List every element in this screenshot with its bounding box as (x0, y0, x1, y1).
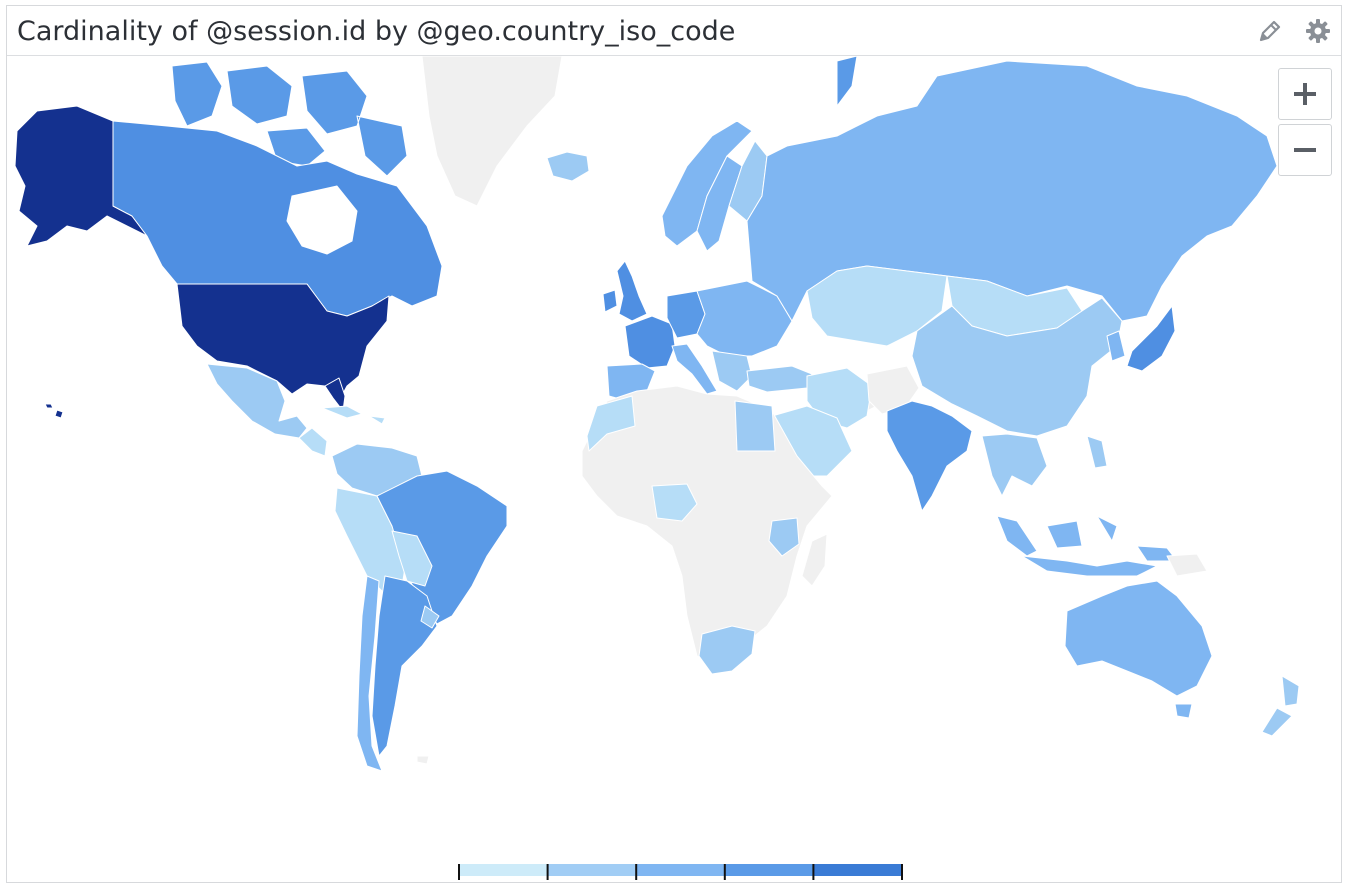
region-china[interactable] (911, 297, 1123, 437)
widget-title: Cardinality of @session.id by @geo.count… (17, 16, 736, 47)
region-florida[interactable] (324, 377, 346, 412)
region-alaska[interactable] (14, 105, 148, 247)
region-kenya[interactable] (768, 517, 800, 557)
legend-band (547, 864, 637, 876)
region-morocco[interactable] (586, 395, 636, 452)
region-new-zealand[interactable] (1261, 675, 1300, 737)
region-hawaii[interactable] (44, 403, 64, 419)
legend-band (813, 864, 902, 876)
map-widget: Cardinality of @session.id by @geo.count… (6, 5, 1342, 883)
region-southeast-asia[interactable] (981, 433, 1048, 497)
region-mexico[interactable] (206, 363, 308, 439)
region-madagascar[interactable] (801, 533, 828, 587)
hudson-bay (286, 185, 358, 255)
region-indonesia[interactable] (1021, 515, 1178, 577)
region-kazakhstan[interactable] (806, 265, 948, 347)
world-map-svg (14, 56, 1300, 772)
region-falklands[interactable] (416, 755, 430, 765)
pencil-icon[interactable] (1257, 18, 1283, 44)
color-legend: 0193052K5K12K (458, 864, 903, 880)
legend-band (724, 864, 814, 876)
region-central-america[interactable] (298, 427, 328, 457)
world-map[interactable]: 0193052K5K12K (7, 56, 1341, 882)
region-iceland[interactable] (546, 151, 590, 182)
region-chile[interactable] (356, 575, 383, 772)
widget-header: Cardinality of @session.id by @geo.count… (7, 6, 1341, 56)
region-bolivia[interactable] (391, 530, 433, 587)
region-canada-islands[interactable] (171, 56, 858, 177)
region-united-kingdom[interactable] (616, 260, 648, 322)
region-uruguay[interactable] (420, 605, 440, 629)
region-ireland[interactable] (602, 289, 618, 313)
region-philippines[interactable] (1086, 435, 1108, 469)
region-caribbean[interactable] (321, 405, 386, 425)
region-argentina[interactable] (371, 575, 438, 757)
region-japan[interactable] (1126, 305, 1176, 372)
region-india[interactable] (886, 400, 973, 512)
region-malaysia[interactable] (996, 515, 1038, 557)
minus-icon (1294, 148, 1316, 152)
region-tasmania[interactable] (1174, 703, 1193, 719)
region-egypt[interactable] (734, 400, 776, 452)
region-canada[interactable] (112, 120, 443, 317)
zoom-in-button[interactable] (1278, 68, 1332, 120)
region-south-africa[interactable] (698, 625, 756, 675)
region-korea[interactable] (1106, 330, 1126, 362)
legend-band (459, 864, 548, 876)
legend-band (636, 864, 725, 876)
region-italy[interactable] (671, 343, 718, 395)
region-central-europe[interactable] (696, 280, 793, 357)
region-australia[interactable] (1064, 580, 1213, 697)
plus-icon (1294, 83, 1316, 105)
region-papua[interactable] (1166, 553, 1208, 577)
region-nigeria[interactable] (651, 483, 698, 522)
region-france[interactable] (624, 315, 676, 369)
region-africa[interactable] (581, 385, 833, 667)
gear-icon[interactable] (1305, 18, 1331, 44)
region-greenland[interactable] (421, 56, 563, 207)
region-turkey[interactable] (746, 365, 813, 393)
zoom-out-button[interactable] (1278, 124, 1332, 176)
region-balkans[interactable] (711, 350, 753, 392)
